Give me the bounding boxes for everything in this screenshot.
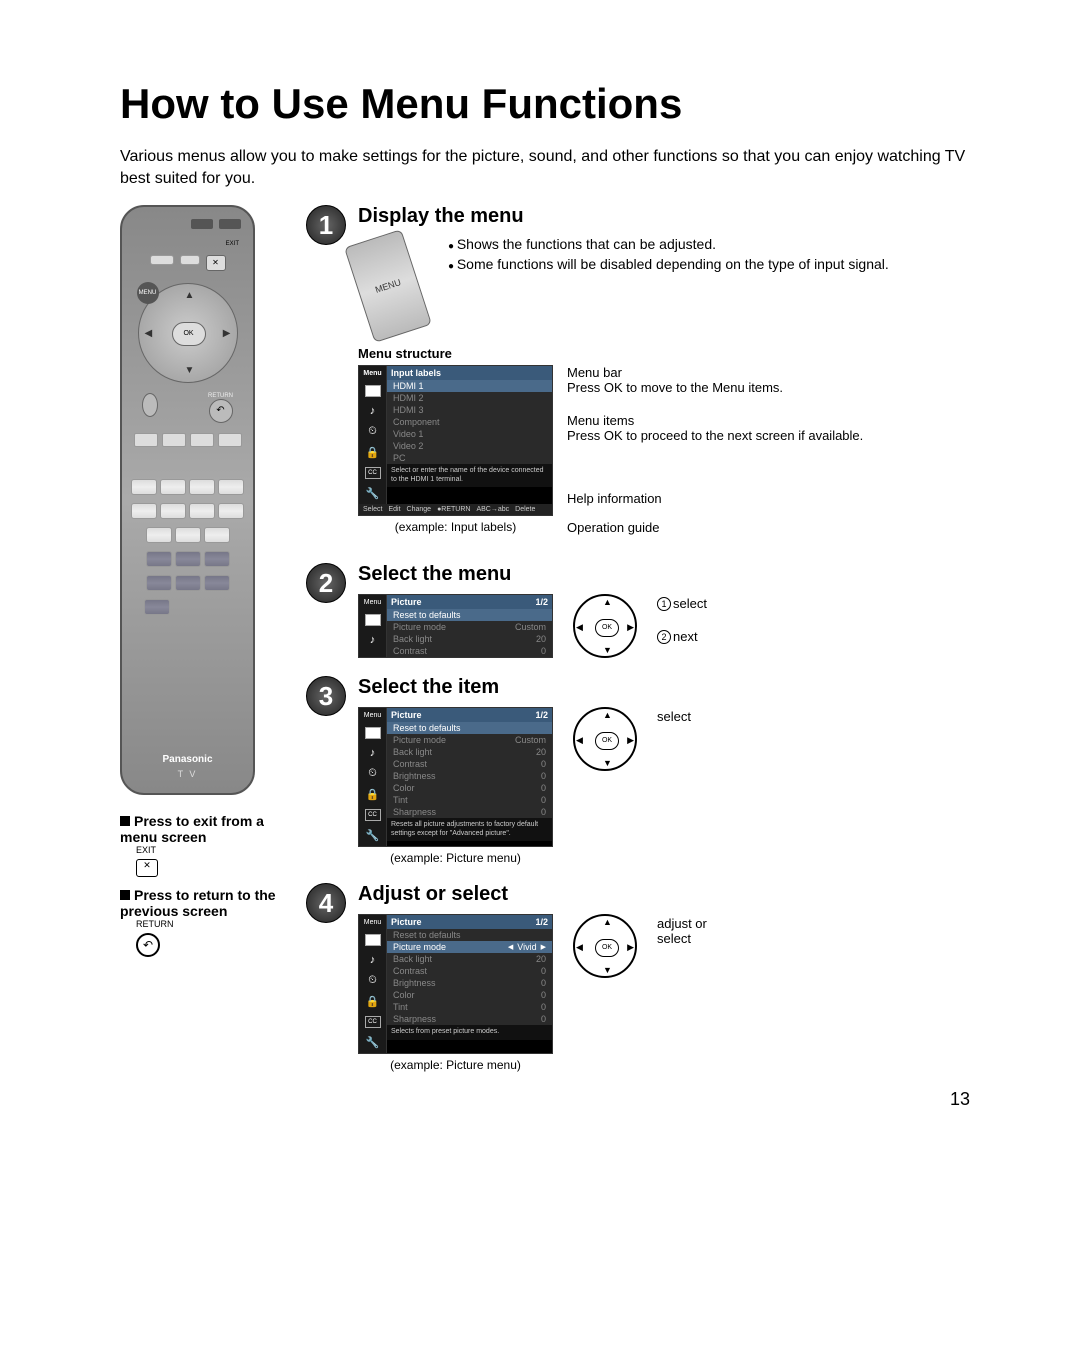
nav-labels-2: 1select 2next	[657, 594, 707, 646]
step-badge-2: 2	[306, 563, 346, 603]
exit-label: EXIT	[226, 241, 239, 247]
tv-label: T V	[178, 769, 198, 779]
osd1-caption: (example: Input labels)	[358, 520, 553, 534]
nav-labels-3: select	[657, 707, 691, 726]
step-badge-3: 3	[306, 676, 346, 716]
exit-note: Press to exit from a menu screen EXIT ✕	[120, 813, 290, 877]
remote-control: EXIT ✕ MENU OK ▲▼ ◀▶ RETURN ↶	[120, 205, 255, 795]
step2-title: Select the menu	[358, 563, 980, 586]
picture-icon	[365, 385, 381, 397]
nav-pad-2: OK ▲▼ ◀▶	[573, 594, 637, 658]
osd-step3: Menu ♪⏲🔒 CC🔧 Picture1/2 Reset to default…	[358, 707, 553, 847]
step3-title: Select the item	[358, 676, 980, 699]
cc-icon: CC	[365, 467, 381, 479]
step4-title: Adjust or select	[358, 883, 980, 906]
setup-icon: 🔧	[366, 487, 380, 500]
return-note: Press to return to the previous screen R…	[120, 887, 290, 957]
nav-labels-4: adjust or select	[657, 914, 717, 948]
intro-text: Various menus allow you to make settings…	[120, 146, 980, 189]
osd3-caption: (example: Picture menu)	[358, 851, 553, 865]
page-number: 13	[950, 1089, 970, 1110]
return-button[interactable]: ↶	[209, 399, 233, 423]
osd-step2: Menu ♪ Picture1/2 Reset to defaults Pict…	[358, 594, 553, 658]
nav-pad-4: OK ▲▼ ◀▶	[573, 914, 637, 978]
nav-pad-3: OK ▲▼ ◀▶	[573, 707, 637, 771]
step1-annotations: Menu barPress OK to move to the Menu ite…	[567, 365, 863, 545]
exit-button[interactable]: ✕	[206, 255, 226, 271]
osd4-caption: (example: Picture menu)	[358, 1058, 553, 1072]
exit-icon: ✕	[136, 859, 158, 877]
osd-input-labels: Menu ♪ ⏲ 🔒 CC 🔧 Input labels	[358, 365, 553, 516]
return-icon: ↶	[136, 933, 160, 957]
timer-icon: ⏲	[368, 425, 377, 438]
brand-label: Panasonic	[162, 754, 212, 765]
menu-structure-label: Menu structure	[358, 346, 980, 361]
option-button[interactable]	[142, 393, 158, 417]
ok-button[interactable]: OK	[172, 322, 206, 346]
osd-step4: Menu ♪⏲🔒 CC🔧 Picture1/2 Reset to default…	[358, 914, 553, 1054]
sound-icon: ♪	[370, 405, 376, 417]
step1-title: Display the menu	[358, 205, 980, 228]
step1-bullets: Shows the functions that can be adjusted…	[448, 236, 889, 276]
dpad[interactable]: MENU OK ▲▼ ◀▶	[138, 283, 238, 383]
step-badge-4: 4	[306, 883, 346, 923]
step-badge-1: 1	[306, 205, 346, 245]
menu-button[interactable]: MENU	[137, 282, 159, 304]
lock-icon: 🔒	[366, 446, 380, 459]
page-title: How to Use Menu Functions	[120, 80, 980, 128]
menu-press-icon: MENU	[344, 229, 432, 343]
